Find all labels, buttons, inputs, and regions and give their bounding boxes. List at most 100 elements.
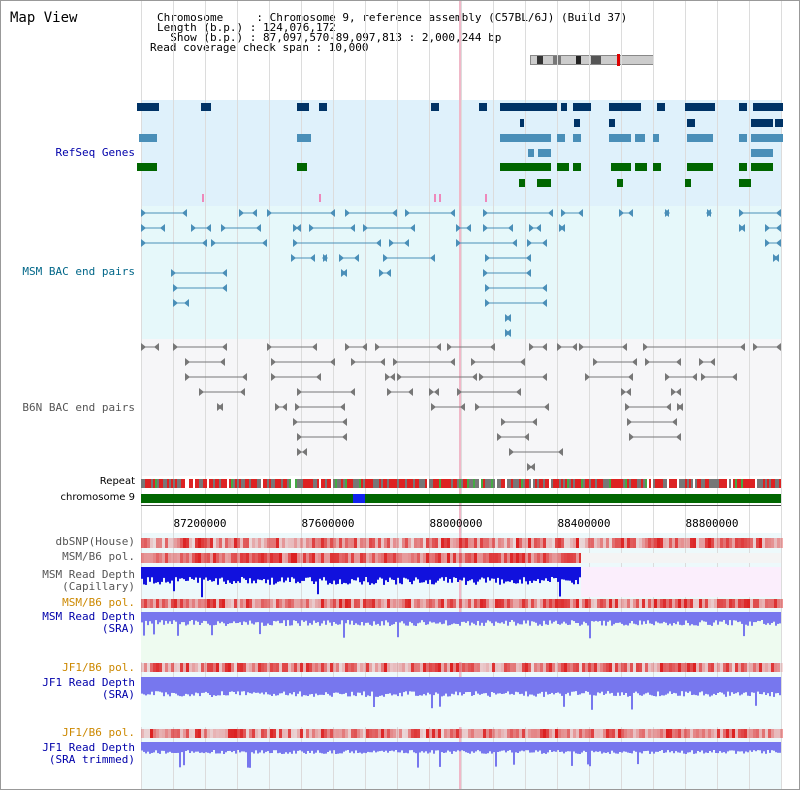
jf1-b6-pol-trimmed-heat-cell bbox=[312, 729, 315, 738]
jf1-b6-pol-heat-cell bbox=[267, 663, 270, 672]
jf1-trimmed-depth-bar bbox=[493, 742, 495, 753]
dbsnp-heat-cell bbox=[654, 538, 657, 548]
dbsnp-label[interactable]: dbSNP(House) bbox=[55, 535, 135, 548]
jf1-sra-depth-bar bbox=[399, 677, 401, 693]
repeat-segment bbox=[333, 479, 335, 488]
b6n-bac-end-marker bbox=[676, 433, 681, 441]
chromosome-bar[interactable] bbox=[141, 494, 781, 503]
jf1-b6-pol-heat-cell bbox=[270, 663, 273, 672]
jf1-b6-pol-trimmed-heat-cell bbox=[591, 729, 594, 738]
jf1-trimmed-depth-bar bbox=[221, 742, 223, 751]
dbsnp-heat-cell bbox=[609, 538, 612, 548]
jf1-trimmed-depth-bar bbox=[711, 742, 713, 753]
msm-bac-end-marker bbox=[485, 254, 490, 262]
jf1-b6-pol-trimmed-heat-cell bbox=[690, 729, 693, 738]
jf1-sra-depth-bar bbox=[303, 677, 305, 696]
repeat-segment bbox=[639, 479, 641, 488]
jf1-b6-pol-trimmed-heat-cell bbox=[162, 729, 165, 738]
refseq-gene-block bbox=[635, 163, 647, 171]
msm-sra-depth-bar bbox=[361, 612, 363, 622]
msm-b6-pol-sra-heat-cell bbox=[228, 599, 231, 608]
msm-bac-end-marker bbox=[211, 239, 216, 247]
msm-read-depth-capillary-label[interactable]: MSM Read Depth (Capillary) bbox=[42, 568, 135, 593]
msm-capillary-depth-bar bbox=[545, 567, 547, 579]
jf1-sra-depth-bar bbox=[575, 677, 577, 692]
jf1-trimmed-depth-bar bbox=[347, 742, 349, 750]
msm-sra-depth-bar bbox=[735, 612, 737, 621]
refseq-genes-label[interactable]: RefSeq Genes bbox=[55, 146, 135, 159]
jf1-b6-pol-label[interactable]: JF1/B6 pol. bbox=[62, 661, 135, 674]
jf1-b6-pol-heat-cell bbox=[759, 663, 762, 672]
jf1-trimmed-depth-bar bbox=[423, 742, 425, 753]
jf1-read-depth-sra-label[interactable]: JF1 Read Depth (SRA) bbox=[42, 676, 135, 701]
jf1-trimmed-depth-bar bbox=[521, 742, 523, 751]
jf1-trimmed-depth-bar bbox=[729, 742, 731, 751]
jf1-sra-depth-bar bbox=[495, 677, 497, 695]
dbsnp-heat-cell bbox=[357, 538, 360, 548]
jf1-b6-pol-trimmed-heat-cell bbox=[330, 729, 333, 738]
msm-sra-depth-bar bbox=[173, 612, 175, 621]
msm-b6-pol-sra-heat-cell bbox=[654, 599, 657, 608]
jf1-sra-depth-bar bbox=[193, 677, 195, 696]
b6n-bac-end-marker bbox=[625, 403, 630, 411]
dbsnp-heat-cell bbox=[279, 538, 282, 548]
jf1-b6-pol-heat-cell bbox=[444, 663, 447, 672]
msm-b6-pol-heat-cell bbox=[396, 553, 399, 563]
msm-b6-pol-heat-cell bbox=[336, 553, 339, 563]
jf1-b6-pol-trimmed-heat-cell bbox=[384, 729, 387, 738]
jf1-b6-pol-heat-cell bbox=[285, 663, 288, 672]
msm-sra-depth-bar bbox=[691, 612, 693, 625]
msm-capillary-depth-bar bbox=[393, 567, 395, 580]
jf1-trimmed-depth-bar bbox=[367, 742, 369, 752]
msm-read-depth-sra-label[interactable]: MSM Read Depth (SRA) bbox=[42, 610, 135, 635]
msm-capillary-depth-bar bbox=[279, 567, 281, 582]
msm-b6-pol-sra-heat-cell bbox=[687, 599, 690, 608]
jf1-b6-pol-trimmed-label[interactable]: JF1/B6 pol. bbox=[62, 726, 135, 739]
msm-capillary-depth-bar bbox=[295, 567, 297, 584]
b6n-bac-end-pairs-label[interactable]: B6N BAC end pairs bbox=[22, 401, 135, 414]
jf1-trimmed-depth-bar bbox=[203, 742, 205, 754]
jf1-b6-pol-heat-cell bbox=[762, 663, 765, 672]
msm-b6-pol-heat-cell bbox=[255, 553, 258, 563]
jf1-sra-depth-bar bbox=[595, 677, 597, 696]
msm-sra-depth-bar bbox=[169, 612, 171, 622]
msm-sra-depth-bar bbox=[297, 612, 299, 624]
refseq-gene-block bbox=[685, 103, 715, 111]
b6n-bac-end-marker bbox=[316, 373, 321, 381]
jf1-trimmed-depth-bar bbox=[489, 742, 491, 752]
msm-bac-end-pairs-label[interactable]: MSM BAC end pairs bbox=[22, 265, 135, 278]
jf1-trimmed-depth-bar bbox=[315, 742, 317, 753]
msm-b6-pol-heat-cell bbox=[207, 553, 210, 563]
jf1-sra-depth-bar bbox=[409, 677, 411, 692]
msm-sra-depth-bar bbox=[239, 612, 241, 623]
msm-sra-depth-bar bbox=[337, 612, 339, 625]
dbsnp-heat-cell bbox=[150, 538, 153, 548]
jf1-sra-depth-bar bbox=[447, 677, 449, 697]
jf1-sra-depth-bar bbox=[561, 677, 563, 696]
msm-sra-depth-bar bbox=[287, 612, 289, 621]
jf1-b6-pol-heat-cell bbox=[528, 663, 531, 672]
jf1-sra-depth-bar bbox=[371, 677, 373, 692]
msm-sra-depth-bar bbox=[155, 612, 157, 621]
dbsnp-heat-cell bbox=[507, 538, 510, 548]
jf1-sra-depth-bar bbox=[661, 677, 663, 696]
jf1-sra-depth-bar bbox=[411, 677, 413, 692]
repeat-segment bbox=[203, 479, 205, 488]
msm-b6-pol-label[interactable]: MSM/B6 pol. bbox=[62, 550, 135, 563]
repeat-segment bbox=[451, 479, 453, 488]
dbsnp-heat-cell bbox=[519, 538, 522, 548]
jf1-b6-pol-trimmed-heat-cell bbox=[348, 729, 351, 738]
jf1-b6-pol-trimmed-heat-cell bbox=[441, 729, 444, 738]
dbsnp-heat-cell bbox=[267, 538, 270, 548]
jf1-sra-depth-bar bbox=[637, 677, 639, 694]
dbsnp-heat-cell bbox=[162, 538, 165, 548]
jf1-read-depth-trimmed-label[interactable]: JF1 Read Depth (SRA trimmed) bbox=[42, 741, 135, 766]
jf1-trimmed-depth-bar bbox=[249, 742, 251, 768]
msm-b6-pol-sra-heat-cell bbox=[240, 599, 243, 608]
jf1-b6-pol-trimmed-heat-cell bbox=[273, 729, 276, 738]
dbsnp-heat-cell bbox=[354, 538, 357, 548]
msm-b6-pol-sra-label[interactable]: MSM/B6 pol. bbox=[62, 596, 135, 609]
msm-b6-pol-sra-heat-cell bbox=[588, 599, 591, 608]
msm-sra-depth-bar bbox=[147, 612, 149, 626]
